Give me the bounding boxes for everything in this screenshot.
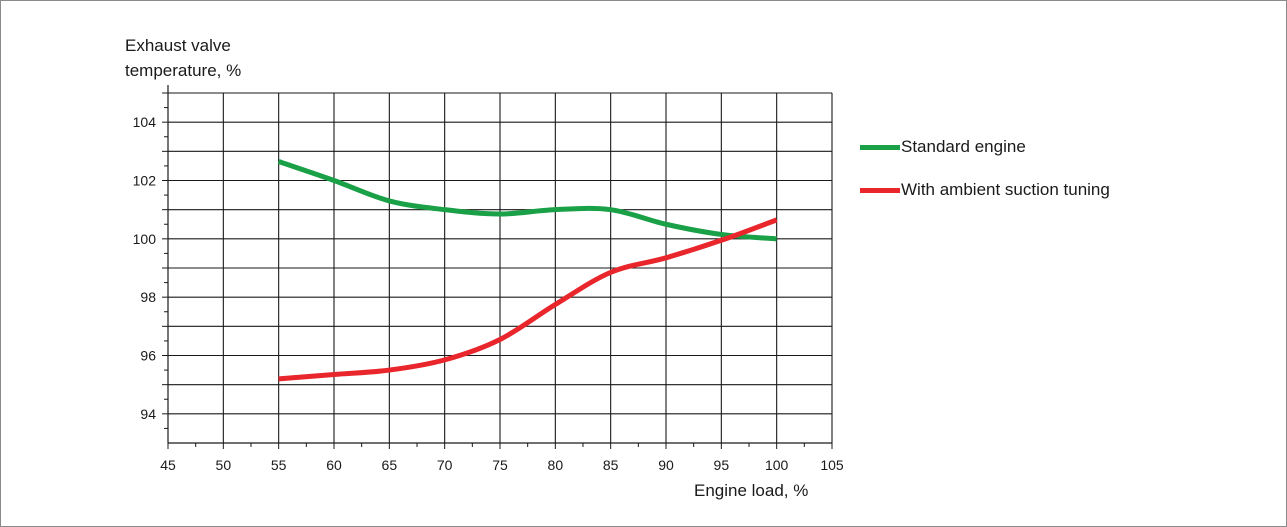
x-tick-label: 95	[714, 457, 730, 473]
x-tick-label: 80	[548, 457, 564, 473]
y-tick-label: 104	[133, 114, 157, 130]
y-tick-label: 102	[133, 173, 157, 189]
series-line-with-ambient-suction-tuning	[278, 217, 778, 382]
series-line-standard-engine	[277, 159, 777, 242]
y-tick-label: 100	[133, 231, 157, 247]
x-tick-label: 100	[765, 457, 789, 473]
x-tick-label: 65	[382, 457, 398, 473]
x-tick-label: 60	[326, 457, 342, 473]
x-tick-label: 70	[437, 457, 453, 473]
legend: Standard engine With ambient suction tun…	[860, 134, 1110, 220]
y-tick-label: 98	[140, 289, 156, 305]
grid	[168, 92, 833, 443]
x-tick-label: 105	[820, 457, 844, 473]
x-axis-title: Engine load, %	[694, 481, 809, 500]
x-tick-label: 90	[658, 457, 674, 473]
legend-item-standard-engine: Standard engine	[860, 134, 1110, 160]
x-tick-label: 75	[492, 457, 508, 473]
axes	[162, 85, 833, 449]
legend-swatch-standard-engine	[860, 144, 900, 150]
legend-item-ambient-suction-tuning: With ambient suction tuning	[860, 177, 1110, 203]
y-tick-label: 94	[140, 406, 156, 422]
x-tick-label: 85	[603, 457, 619, 473]
y-tick-label: 96	[140, 348, 156, 364]
series-lines	[277, 159, 778, 382]
legend-swatch-ambient-suction-tuning	[860, 187, 900, 193]
legend-label-ambient-suction-tuning: With ambient suction tuning	[901, 180, 1110, 199]
x-tick-label: 55	[271, 457, 287, 473]
tick-labels: 45 50 55 60 65 70 75 80 85 90 95 100 105 94 96 98 100 102…	[133, 114, 844, 473]
legend-label-standard-engine: Standard engine	[901, 137, 1026, 156]
x-tick-label: 45	[160, 457, 176, 473]
y-axis-title: Exhaust valve temperature, %	[125, 36, 242, 80]
x-tick-label: 50	[216, 457, 232, 473]
